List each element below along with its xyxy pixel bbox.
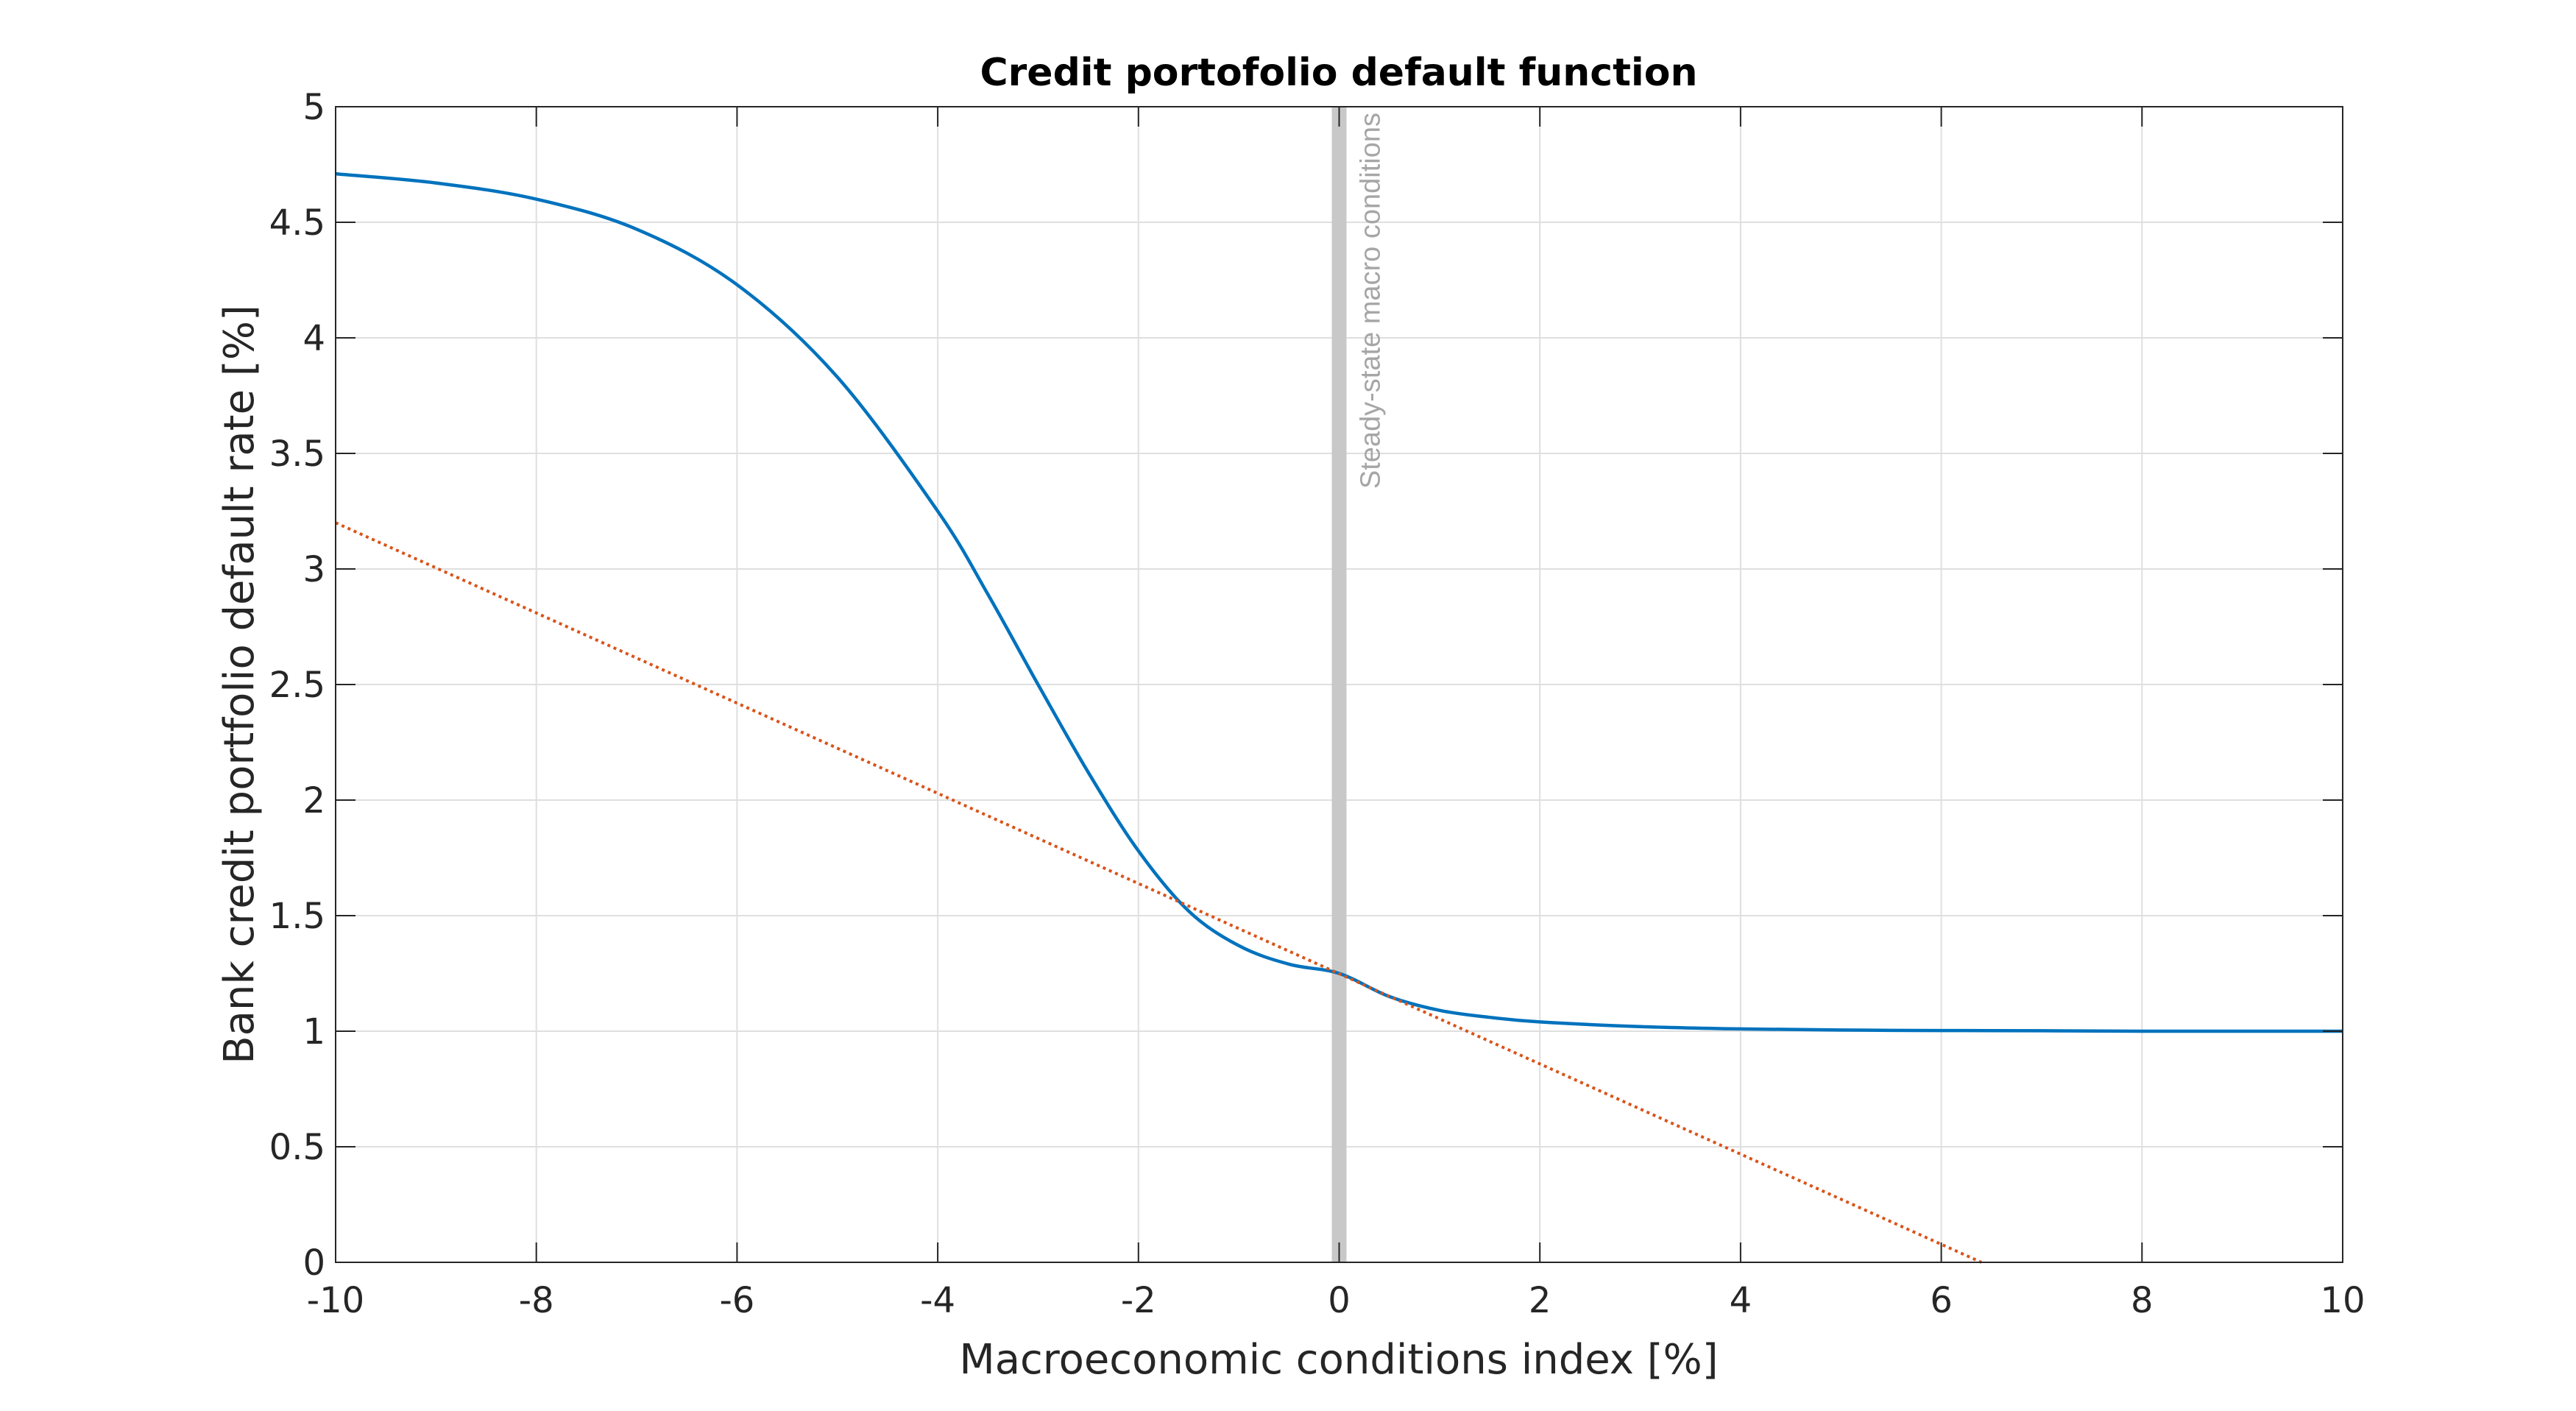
x-tick-label: 0	[1328, 1280, 1351, 1321]
steady-state-marker: Steady-state macro conditions	[1331, 107, 1387, 1262]
y-tick-label: 0	[302, 1242, 325, 1284]
y-tick-label: 3.5	[269, 434, 325, 475]
x-tick-label: -4	[920, 1280, 955, 1321]
x-axis-label: Macroeconomic conditions index [%]	[959, 1336, 1718, 1384]
series-line-dotted	[335, 521, 1982, 1264]
y-tick-label: 4.5	[269, 202, 325, 244]
series-line-solid	[335, 171, 2343, 1033]
steady-state-label: Steady-state macro conditions	[1356, 113, 1387, 489]
chart-title: Credit portofolio default function	[980, 51, 1698, 95]
y-tick-label: 5	[302, 87, 325, 128]
x-tick-label: -6	[719, 1280, 754, 1321]
x-tick-label: -8	[519, 1280, 554, 1321]
x-tick-label: 8	[2131, 1280, 2154, 1321]
y-tick-label: 2.5	[269, 665, 325, 706]
y-tick-label: 1	[302, 1011, 325, 1053]
x-tick-label: 10	[2320, 1280, 2365, 1321]
x-tick-label: -10	[307, 1280, 364, 1321]
x-tick-label: 6	[1930, 1280, 1953, 1321]
x-tick-label: -2	[1121, 1280, 1156, 1321]
y-tick-label: 4	[302, 318, 325, 359]
y-tick-label: 2	[302, 780, 325, 821]
x-tick-label: 4	[1730, 1280, 1752, 1321]
y-tick-label: 3	[302, 549, 325, 590]
series	[335, 171, 2343, 1264]
y-axis-label: Bank credit portfolio default rate [%]	[216, 305, 263, 1064]
y-tick-label: 0.5	[269, 1127, 325, 1168]
x-tick-label: 2	[1529, 1280, 1551, 1321]
y-tick-label: 1.5	[269, 896, 325, 937]
axis-ticks: -10 -8 -6 -4 -2 0 2 4 6 8 10 0 0.5 1 1.5 2 2.5 3 3.5 4 4.5 5	[269, 87, 2366, 1321]
